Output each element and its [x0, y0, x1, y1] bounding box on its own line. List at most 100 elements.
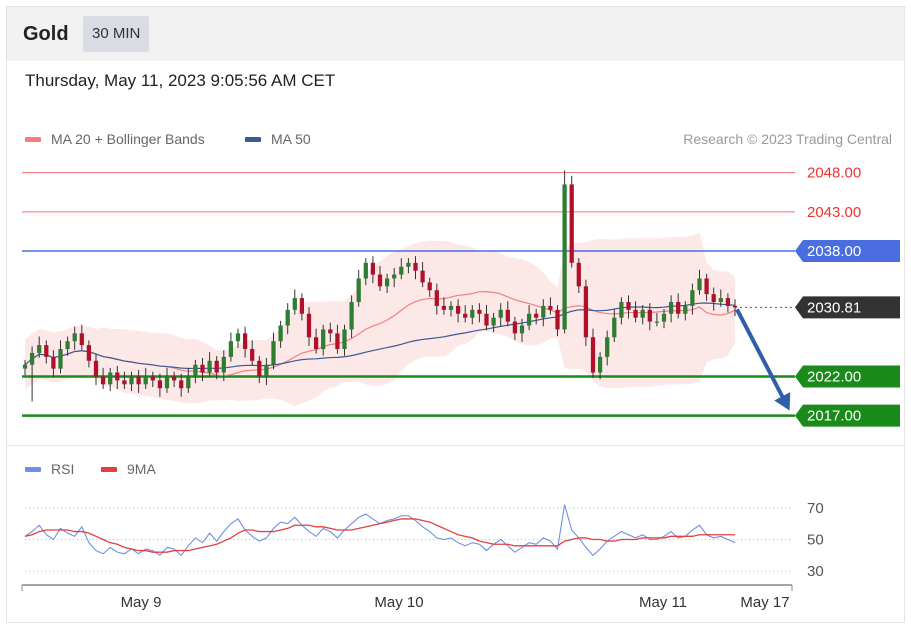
price-chart: 2048.00 2043.00 2038.00 2030.81 2022.00 2017.… — [22, 165, 900, 427]
panel-divider — [7, 445, 904, 446]
candle — [250, 340, 255, 366]
candle — [704, 273, 709, 301]
candle-body — [597, 356, 603, 373]
candle — [647, 303, 652, 331]
level-tag — [795, 240, 900, 263]
candle-body — [427, 282, 432, 291]
candle-body — [37, 345, 42, 353]
candle — [526, 305, 532, 331]
candle-body — [470, 309, 475, 318]
candle-body — [640, 309, 645, 318]
candle-body — [193, 364, 198, 377]
candle — [335, 324, 340, 354]
candle-body — [711, 294, 716, 302]
candle-body — [29, 352, 35, 365]
candle — [661, 309, 667, 329]
candle-body — [583, 286, 589, 338]
candle-body — [384, 278, 390, 287]
candle-body — [179, 380, 184, 389]
candle-body — [455, 305, 461, 314]
candle-body — [122, 380, 127, 385]
candle-body — [491, 317, 496, 326]
candle-body — [349, 302, 354, 330]
candle-body — [93, 360, 99, 377]
candle — [44, 340, 49, 364]
chart-panel: Gold 30 MIN Thursday, May 11, 2023 9:05:… — [6, 6, 905, 623]
candle-body — [79, 333, 84, 346]
candle — [683, 301, 688, 321]
candle-body — [313, 337, 319, 350]
candle-body — [512, 321, 518, 334]
candle-body — [420, 270, 425, 283]
candle-body — [221, 356, 226, 373]
candle-body — [356, 278, 361, 302]
candle-body — [136, 376, 141, 385]
rsi-ma-line — [24, 518, 735, 553]
candle-body — [235, 333, 241, 342]
legend-ma50: MA 50 — [245, 131, 311, 147]
candle — [505, 301, 510, 327]
candle-body — [654, 321, 660, 323]
candle — [668, 295, 674, 323]
level-label-2017.00: 2017.00 — [795, 404, 900, 427]
candle — [576, 258, 581, 293]
candle — [58, 340, 63, 374]
candle-body — [647, 309, 652, 322]
level-value: 2017.00 — [807, 408, 861, 425]
candle — [498, 303, 503, 327]
level-value: 2022.00 — [807, 368, 861, 385]
candle-body — [214, 360, 219, 373]
candle — [612, 309, 617, 342]
candle — [420, 262, 425, 288]
candle-body — [186, 376, 191, 389]
candle — [711, 287, 716, 311]
candle-body — [363, 262, 368, 279]
candle-body — [264, 364, 269, 377]
candle-body — [590, 337, 596, 373]
legend-ma50-label: MA 50 — [271, 131, 311, 147]
candle-body — [257, 360, 262, 377]
candle — [356, 269, 361, 307]
candle — [321, 324, 326, 356]
candle-body — [65, 341, 70, 350]
candle-body — [633, 309, 638, 318]
candle-body — [207, 360, 212, 373]
rsi-chart: 70 50 30 May 9 May 10 May 11 May 17 — [21, 500, 824, 611]
candle — [597, 352, 603, 380]
candle — [171, 371, 177, 388]
candle — [342, 324, 347, 356]
candle — [562, 170, 567, 334]
forecast-arrow-shaft — [735, 308, 787, 403]
candle — [427, 277, 432, 297]
candle — [306, 307, 312, 346]
candle-body — [228, 341, 234, 357]
candle — [448, 301, 454, 317]
candle — [434, 283, 439, 315]
candle — [619, 297, 624, 325]
candle-body — [562, 184, 567, 330]
legend-rsi: RSI — [25, 461, 74, 477]
candle-body — [541, 305, 546, 318]
legend-9ma: 9MA — [101, 461, 156, 477]
timeframe-button[interactable]: 30 MIN — [83, 16, 150, 52]
candle-body — [605, 337, 610, 357]
candle — [164, 367, 170, 393]
candle-body — [555, 309, 560, 330]
candle — [93, 354, 99, 386]
candle — [108, 367, 113, 391]
candle — [271, 332, 276, 370]
x-tick-label: May 17 — [740, 594, 789, 611]
candle — [626, 295, 631, 319]
candle-body — [676, 302, 681, 314]
candle — [633, 301, 638, 323]
candle — [491, 312, 496, 333]
candle-body — [150, 376, 155, 381]
instrument-title: Gold — [23, 23, 69, 45]
candle — [79, 324, 84, 350]
candle-body — [342, 329, 347, 350]
level-tag — [795, 296, 900, 319]
candle-body — [548, 305, 553, 310]
candle — [690, 283, 695, 315]
candle — [200, 358, 205, 382]
candle — [413, 256, 418, 280]
